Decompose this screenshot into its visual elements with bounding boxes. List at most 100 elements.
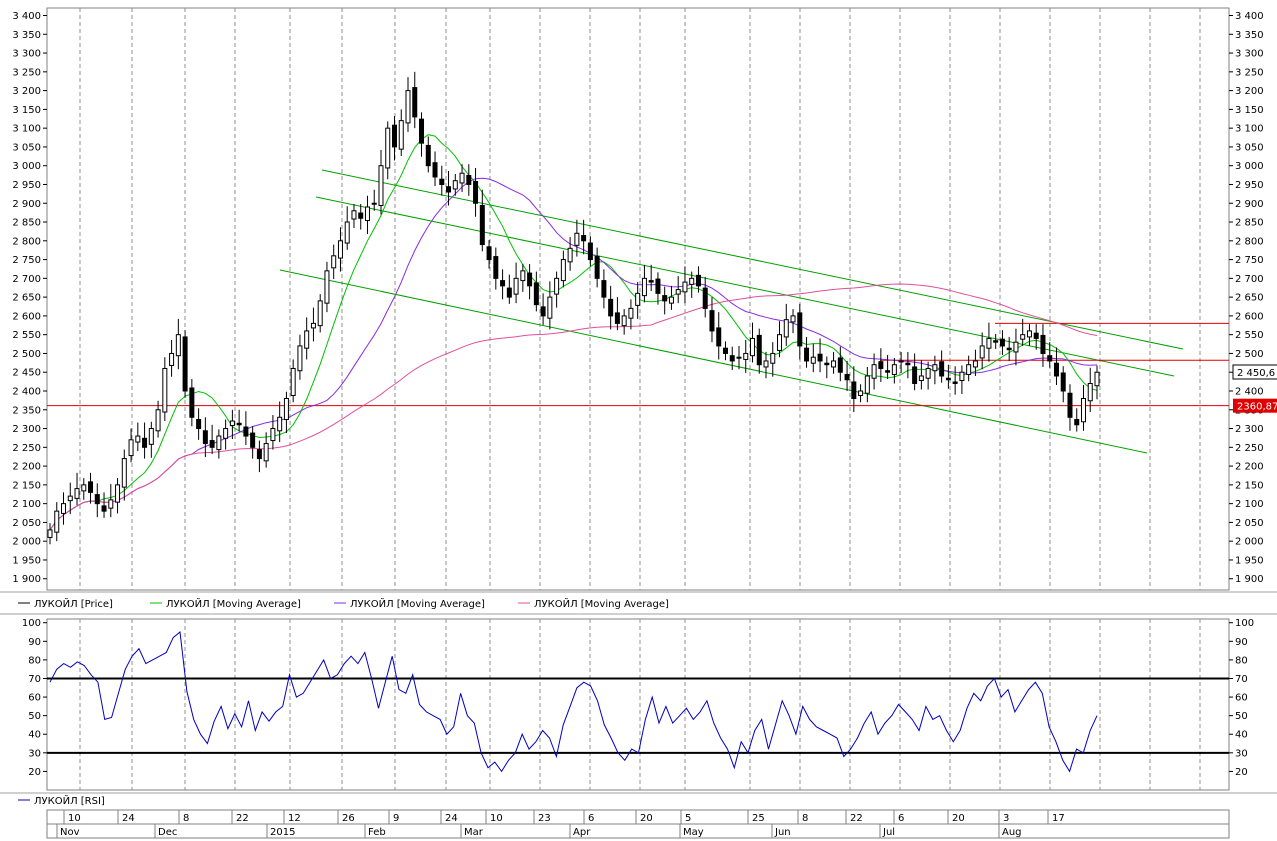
candle bbox=[567, 237, 573, 271]
y-tick-label-right: 2 800 bbox=[1235, 236, 1264, 247]
candle-body bbox=[689, 277, 695, 285]
candle bbox=[540, 293, 546, 325]
candle bbox=[405, 77, 411, 132]
candle-body bbox=[473, 180, 479, 204]
candle-body bbox=[628, 307, 634, 319]
candle bbox=[466, 164, 472, 196]
candle bbox=[155, 400, 161, 438]
candle-body bbox=[675, 289, 681, 295]
y-tick-label-left: 3 250 bbox=[12, 67, 41, 78]
candle-body bbox=[858, 390, 864, 396]
day-label: 8 bbox=[183, 813, 189, 824]
candle bbox=[763, 351, 769, 379]
candle bbox=[378, 149, 384, 215]
candle bbox=[142, 422, 148, 459]
candle-body bbox=[270, 428, 276, 442]
candle bbox=[223, 419, 229, 450]
candle-body bbox=[121, 458, 127, 488]
candle bbox=[54, 502, 60, 542]
candle bbox=[743, 339, 749, 373]
candle bbox=[364, 195, 370, 235]
rsi-line bbox=[49, 631, 1098, 773]
candle bbox=[337, 227, 343, 272]
month-label: Aug bbox=[1002, 827, 1022, 838]
y-tick-label-left: 2 200 bbox=[12, 462, 41, 473]
candle-body bbox=[297, 345, 303, 372]
candle bbox=[425, 136, 431, 173]
candle bbox=[94, 483, 100, 518]
candle bbox=[898, 351, 904, 373]
candle-body bbox=[547, 296, 553, 319]
candle-body bbox=[108, 499, 114, 509]
candle bbox=[979, 332, 985, 370]
candle-body bbox=[425, 144, 431, 167]
candle-body bbox=[885, 370, 891, 373]
candle-body bbox=[1087, 382, 1093, 402]
candle bbox=[601, 269, 607, 309]
y-tick-label-right: 3 300 bbox=[1235, 49, 1264, 60]
candle bbox=[81, 478, 87, 500]
rsi-tick-label-left: 90 bbox=[28, 637, 41, 648]
y-tick-label-left: 2 100 bbox=[12, 499, 41, 510]
y-tick-label-right: 2 750 bbox=[1235, 255, 1264, 266]
candle bbox=[67, 482, 73, 515]
candle bbox=[858, 384, 864, 403]
candle-body bbox=[344, 221, 350, 244]
candle bbox=[878, 348, 884, 382]
candle bbox=[554, 271, 560, 308]
day-label: 25 bbox=[752, 813, 765, 824]
candle-body bbox=[655, 278, 661, 294]
candle-body bbox=[979, 345, 985, 359]
y-tick-label-left: 3 100 bbox=[12, 124, 41, 135]
month-label: Mar bbox=[464, 827, 484, 838]
candle bbox=[1094, 365, 1100, 400]
candle-body bbox=[932, 364, 938, 372]
y-tick-label-right: 2 250 bbox=[1235, 443, 1264, 454]
month-label: Jul bbox=[882, 827, 895, 838]
candle bbox=[1047, 342, 1053, 368]
candle-body bbox=[1040, 334, 1046, 354]
candle-body bbox=[500, 280, 506, 287]
support-price-label: 2360,87 bbox=[1237, 402, 1277, 413]
candle-body bbox=[1074, 419, 1080, 426]
candle bbox=[1006, 336, 1012, 361]
candle bbox=[473, 167, 479, 217]
candle bbox=[88, 472, 94, 504]
rsi-tick-label-right: 50 bbox=[1235, 711, 1248, 722]
y-tick-label-left: 2 850 bbox=[12, 218, 41, 229]
candle-body bbox=[88, 481, 94, 493]
y-tick-label-right: 3 250 bbox=[1235, 67, 1264, 78]
candle-body bbox=[972, 360, 978, 368]
candle-body bbox=[155, 409, 161, 432]
candle bbox=[1033, 324, 1039, 350]
month-label: Jun bbox=[774, 827, 791, 838]
y-tick-label-left: 2 950 bbox=[12, 180, 41, 191]
candle bbox=[648, 264, 654, 292]
candle bbox=[1080, 384, 1086, 431]
y-tick-label-left: 2 250 bbox=[12, 443, 41, 454]
candle-body bbox=[581, 235, 587, 242]
day-label: 9 bbox=[393, 813, 399, 824]
candle-body bbox=[263, 443, 269, 462]
candle-body bbox=[662, 295, 668, 302]
candle bbox=[831, 351, 837, 374]
candle-body bbox=[601, 280, 607, 298]
candle bbox=[1026, 324, 1032, 346]
candle bbox=[169, 339, 175, 377]
candle-body bbox=[756, 334, 762, 366]
candle bbox=[999, 330, 1005, 355]
candle-body bbox=[878, 361, 884, 369]
candle bbox=[175, 318, 181, 370]
day-label: 10 bbox=[68, 813, 81, 824]
y-tick-label-right: 2 050 bbox=[1235, 518, 1264, 529]
month-label: Apr bbox=[573, 827, 591, 838]
candle bbox=[621, 309, 627, 335]
candle bbox=[864, 366, 870, 403]
candle bbox=[716, 312, 722, 360]
candle-body bbox=[810, 356, 816, 364]
candle-body bbox=[1060, 372, 1066, 392]
candle-body bbox=[351, 210, 357, 220]
y-tick-label-right: 3 000 bbox=[1235, 161, 1264, 172]
candle bbox=[108, 484, 114, 518]
candle bbox=[351, 204, 357, 229]
